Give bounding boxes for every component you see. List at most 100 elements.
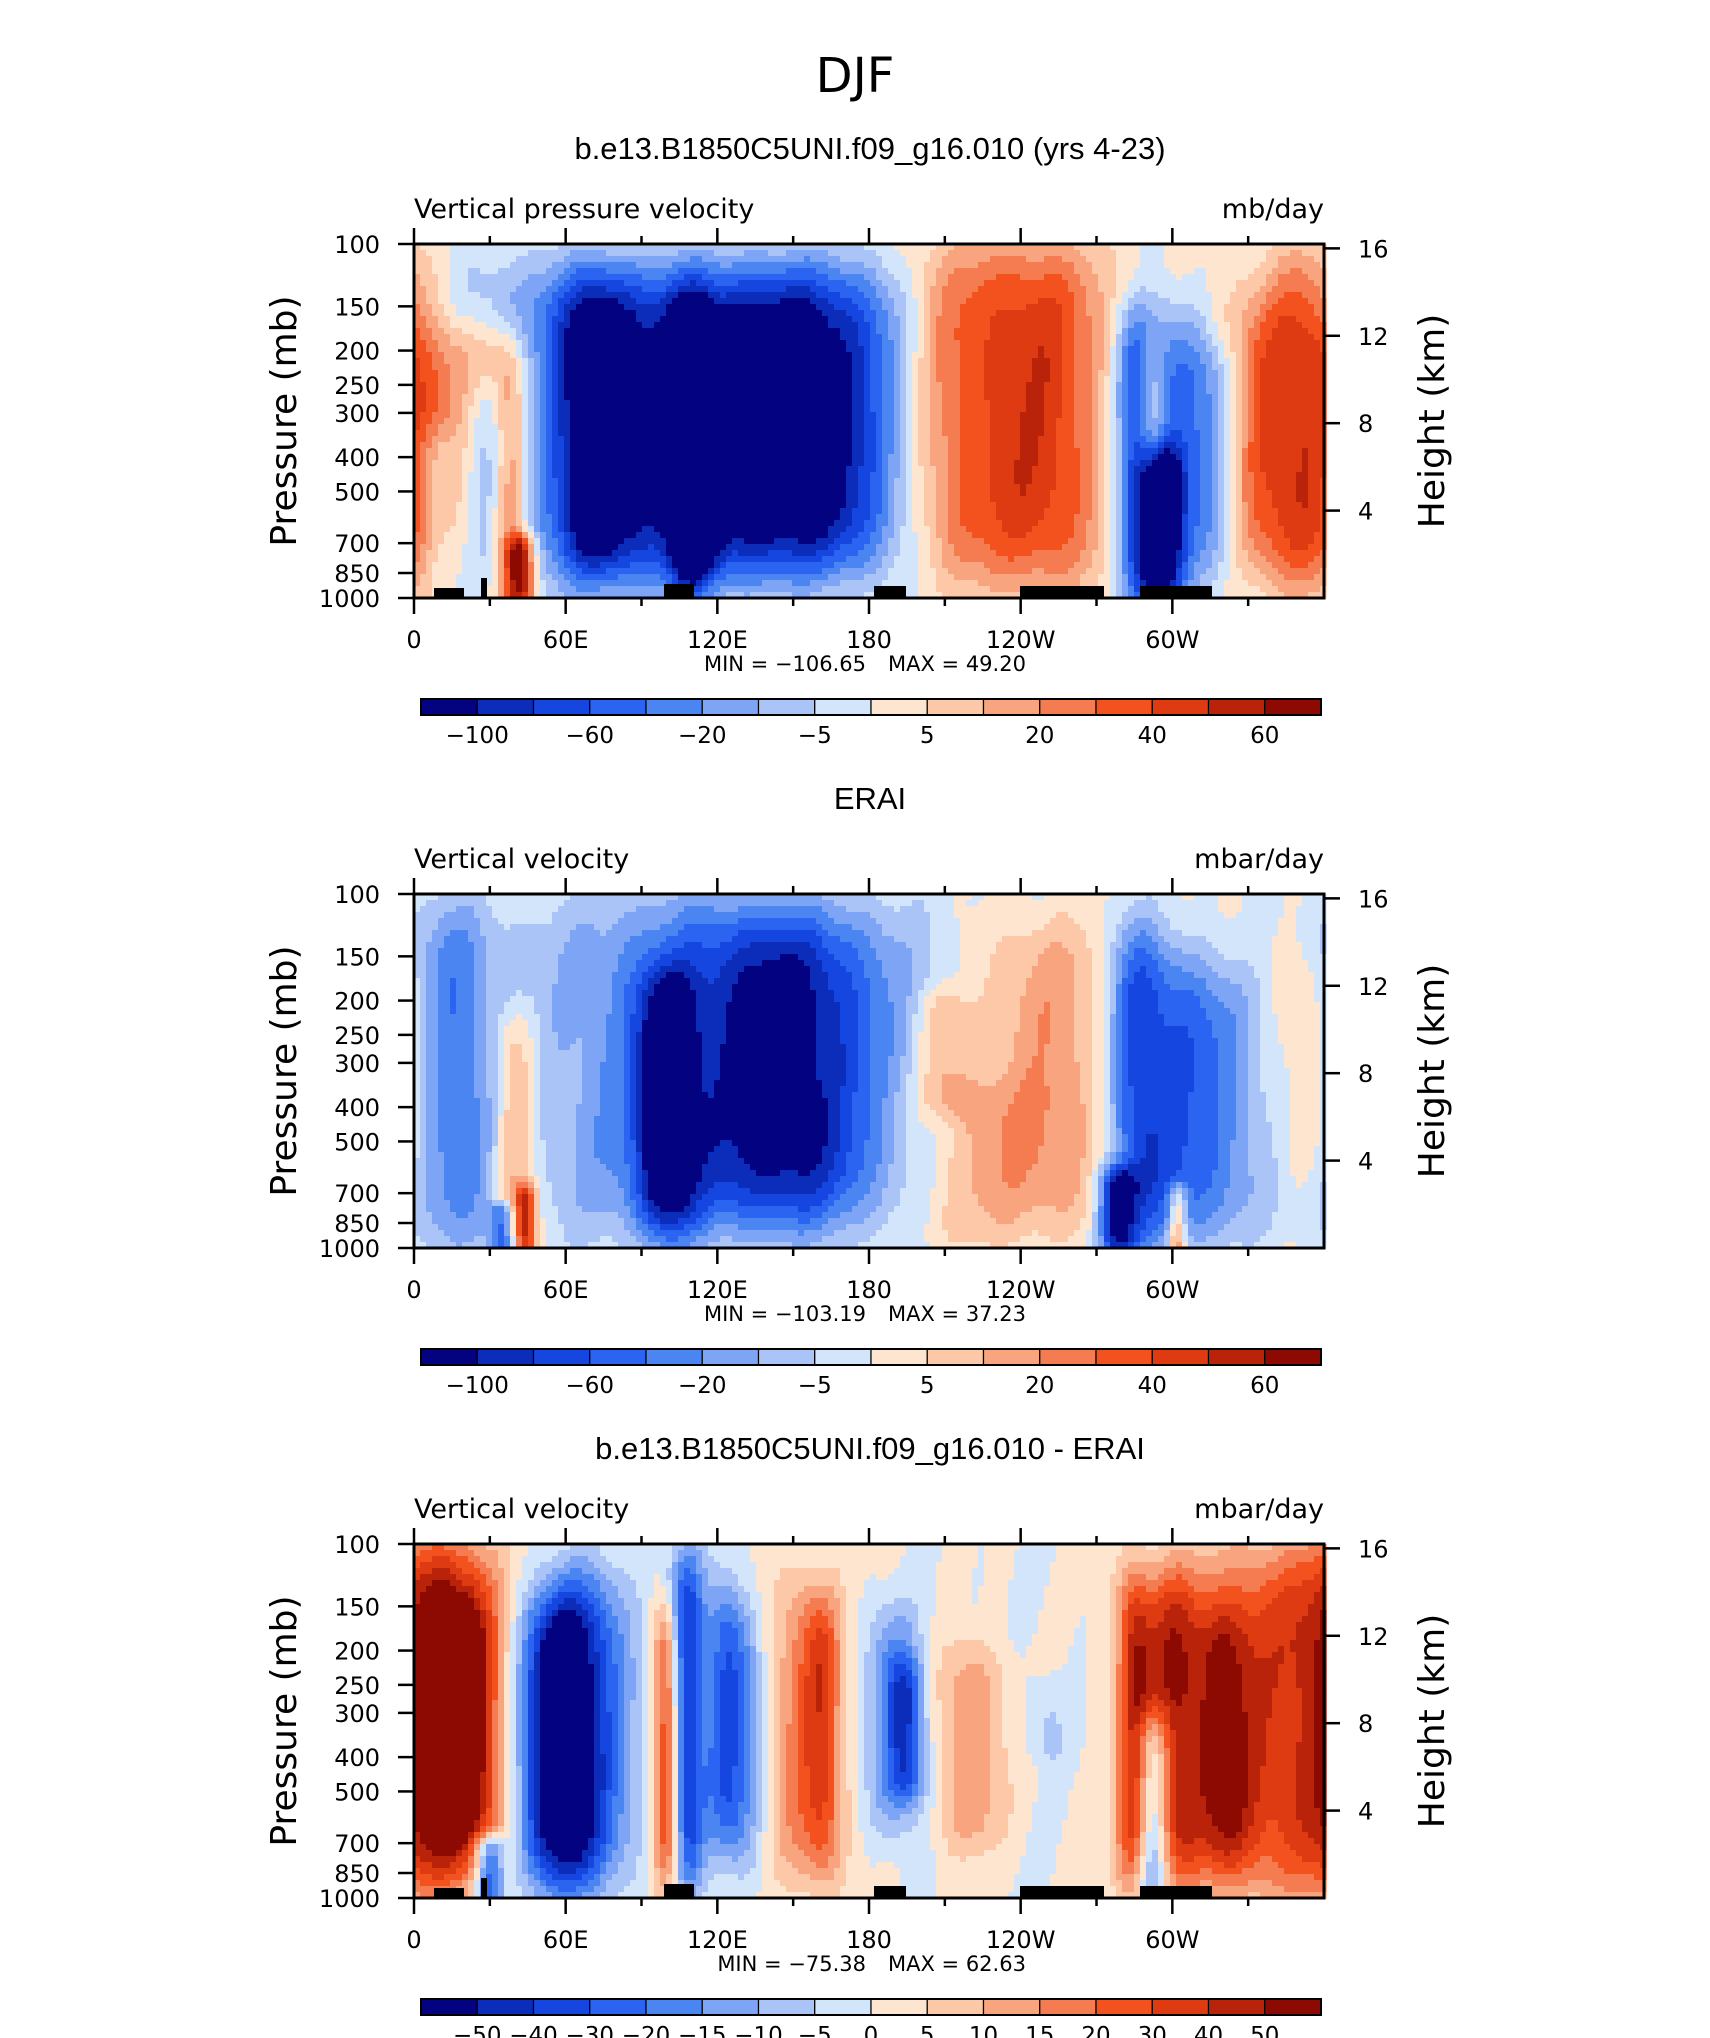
field-cell: [528, 262, 535, 269]
field-cell: [1050, 268, 1057, 275]
field-cell: [798, 316, 805, 323]
field-cell: [888, 310, 895, 317]
field-cell: [1308, 256, 1315, 263]
field-cell: [660, 310, 667, 317]
field-cell: [504, 334, 511, 341]
field-cell: [870, 382, 877, 389]
field-cell: [1098, 346, 1105, 353]
field-cell: [1290, 304, 1297, 311]
field-cell: [1068, 274, 1075, 281]
field-cell: [720, 310, 727, 317]
field-cell: [486, 304, 493, 311]
field-cell: [942, 286, 949, 293]
field-cell: [816, 280, 823, 287]
field-cell: [834, 316, 841, 323]
field-cell: [672, 292, 679, 299]
field-cell: [1134, 358, 1141, 365]
field-cell: [1296, 268, 1303, 275]
field-cell: [714, 370, 721, 377]
field-cell: [618, 256, 625, 263]
field-cell: [894, 256, 901, 263]
field-cell: [810, 346, 817, 353]
field-cell: [888, 298, 895, 305]
field-cell: [906, 304, 913, 311]
field-cell: [876, 328, 883, 335]
field-cell: [564, 346, 571, 353]
field-cell: [786, 328, 793, 335]
field-cell: [1218, 328, 1225, 335]
field-cell: [924, 256, 931, 263]
field-cell: [1062, 274, 1069, 281]
field-cell: [768, 310, 775, 317]
field-cell: [480, 340, 487, 347]
field-cell: [492, 274, 499, 281]
field-cell: [780, 256, 787, 263]
field-cell: [852, 280, 859, 287]
field-cell: [1044, 310, 1051, 317]
field-cell: [756, 376, 763, 383]
field-cell: [738, 346, 745, 353]
field-cell: [732, 274, 739, 281]
field-cell: [1236, 262, 1243, 269]
field-cell: [1080, 382, 1087, 389]
field-cell: [918, 382, 925, 389]
field-cell: [474, 310, 481, 317]
field-cell: [780, 340, 787, 347]
field-cell: [690, 274, 697, 281]
field-cell: [810, 292, 817, 299]
field-cell: [1254, 358, 1261, 365]
field-cell: [918, 322, 925, 329]
field-cell: [498, 292, 505, 299]
field-cell: [1302, 376, 1309, 383]
field-cell: [1230, 310, 1237, 317]
field-cell: [864, 292, 871, 299]
field-cell: [582, 352, 589, 359]
field-cell: [1026, 256, 1033, 263]
field-cell: [1242, 298, 1249, 305]
field-cell: [846, 316, 853, 323]
field-cell: [1116, 274, 1123, 281]
field-cell: [432, 346, 439, 353]
field-cell: [930, 376, 937, 383]
field-cell: [534, 370, 541, 377]
field-cell: [726, 268, 733, 275]
field-cell: [780, 250, 787, 257]
field-cell: [900, 370, 907, 377]
field-cell: [936, 358, 943, 365]
field-cell: [576, 370, 583, 377]
field-cell: [1128, 328, 1135, 335]
field-cell: [1200, 292, 1207, 299]
field-cell: [1062, 286, 1069, 293]
field-cell: [714, 352, 721, 359]
field-cell: [756, 310, 763, 317]
field-cell: [672, 262, 679, 269]
field-cell: [534, 298, 541, 305]
field-cell: [846, 346, 853, 353]
field-cell: [588, 352, 595, 359]
field-cell: [1086, 262, 1093, 269]
field-cell: [900, 256, 907, 263]
field-cell: [1044, 334, 1051, 341]
field-cell: [762, 346, 769, 353]
field-cell: [564, 340, 571, 347]
field-cell: [852, 316, 859, 323]
field-cell: [1218, 256, 1225, 263]
field-cell: [894, 250, 901, 257]
field-cell: [1134, 316, 1141, 323]
field-cell: [588, 268, 595, 275]
field-cell: [426, 346, 433, 353]
field-cell: [1002, 322, 1009, 329]
field-cell: [480, 250, 487, 257]
field-cell: [894, 310, 901, 317]
field-cell: [1140, 268, 1147, 275]
field-cell: [1092, 322, 1099, 329]
field-cell: [696, 250, 703, 257]
field-cell: [1014, 298, 1021, 305]
field-cell: [924, 280, 931, 287]
field-cell: [762, 376, 769, 383]
field-cell: [1266, 316, 1273, 323]
field-cell: [696, 292, 703, 299]
field-cell: [456, 322, 463, 329]
field-cell: [528, 352, 535, 359]
field-cell: [1284, 280, 1291, 287]
